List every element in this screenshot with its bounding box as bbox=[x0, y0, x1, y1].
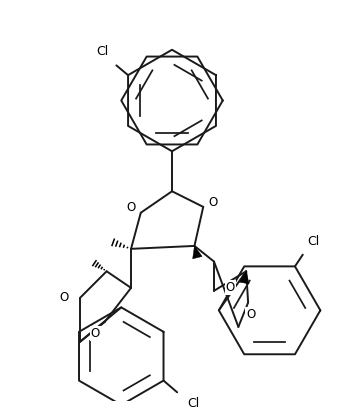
Text: Cl: Cl bbox=[308, 235, 320, 248]
Text: O: O bbox=[126, 201, 136, 215]
Text: O: O bbox=[90, 327, 100, 340]
Text: Cl: Cl bbox=[187, 397, 199, 410]
Polygon shape bbox=[193, 246, 202, 259]
Text: O: O bbox=[226, 282, 235, 294]
Text: O: O bbox=[59, 291, 69, 304]
Text: O: O bbox=[246, 308, 256, 321]
Polygon shape bbox=[239, 271, 249, 284]
Text: O: O bbox=[208, 196, 218, 208]
Text: Cl: Cl bbox=[96, 44, 109, 58]
